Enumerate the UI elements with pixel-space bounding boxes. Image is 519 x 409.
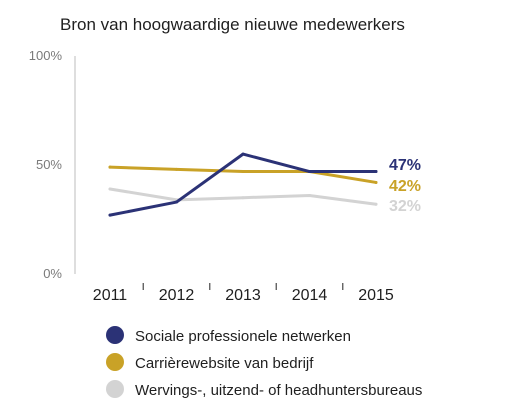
end-label: 42% xyxy=(389,178,421,195)
x-tick-label: 2011 xyxy=(93,287,128,304)
end-label: 47% xyxy=(389,157,421,174)
data-point xyxy=(241,152,245,156)
legend-label: Sociale professionele netwerken xyxy=(135,328,351,345)
data-point xyxy=(308,194,311,198)
legend-label: Carrièrewebsite van bedrijf xyxy=(135,355,314,372)
data-point xyxy=(108,213,112,217)
data-point xyxy=(175,167,178,171)
x-tick-label: 2014 xyxy=(292,287,328,304)
legend-label: Wervings-, uitzend- of headhuntersbureau… xyxy=(135,382,422,399)
chart-title: Bron van hoogwaardige nieuwe medewerkers xyxy=(60,15,405,34)
x-tick-label: 2012 xyxy=(159,287,195,304)
legend-swatch xyxy=(106,380,124,398)
x-tick-label: 2013 xyxy=(225,287,261,304)
data-point xyxy=(175,200,178,204)
series-lines xyxy=(108,152,378,217)
series-line-2 xyxy=(108,165,378,184)
data-point xyxy=(108,165,112,169)
data-point xyxy=(374,170,378,174)
data-point xyxy=(241,170,245,174)
legend-swatch xyxy=(106,353,124,371)
y-tick-label: 0% xyxy=(43,266,62,281)
legend: Sociale professionele netwerken Carrièrew… xyxy=(106,326,422,399)
data-point xyxy=(374,180,378,184)
y-tick-label: 100% xyxy=(29,48,63,63)
data-point xyxy=(241,196,245,200)
y-tick-label: 50% xyxy=(36,157,62,172)
data-point xyxy=(108,187,112,191)
data-point xyxy=(308,170,311,174)
end-label: 32% xyxy=(389,198,421,215)
y-axis-ticks: 0% 50% 100% xyxy=(29,48,63,281)
x-axis-ticks: 2011 2012 2013 2014 2015 xyxy=(93,283,394,304)
series-line-1 xyxy=(108,152,378,217)
series-end-labels: 47% 42% 32% xyxy=(389,157,421,215)
data-point xyxy=(374,202,378,206)
x-tick-label: 2015 xyxy=(358,287,394,304)
legend-swatch xyxy=(106,326,124,344)
